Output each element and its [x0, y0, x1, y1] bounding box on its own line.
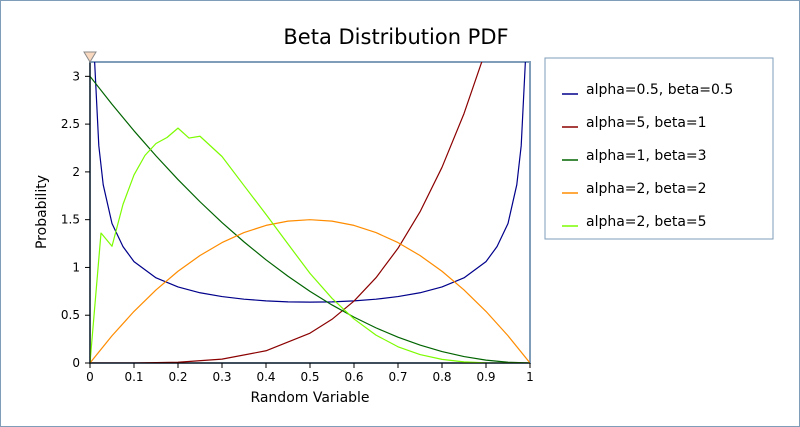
series-line-5	[90, 127, 530, 363]
x-axis-ticks: 0 0.1 0.2 0.3 0.4 0.5 0.6 0.7 0.8 0.9 1	[86, 363, 534, 384]
series-group	[90, 62, 530, 363]
x-tick-label: 0.8	[432, 370, 451, 384]
y-axis-label: Probability	[34, 175, 50, 249]
x-tick-label: 0	[86, 370, 94, 384]
legend-label: alpha=5, beta=1	[586, 115, 707, 131]
series-line-3	[90, 75, 530, 363]
y-tick-label: 3	[72, 69, 80, 83]
x-axis-label: Random Variable	[250, 390, 369, 406]
series-line-2	[90, 62, 483, 363]
zoom-handle-icon[interactable]	[83, 51, 97, 63]
x-tick-label: 0.9	[476, 370, 495, 384]
y-axis-ticks: 0 0.5 1 1.5 2 2.5 3	[61, 69, 90, 370]
y-tick-label: 2.5	[61, 117, 80, 131]
y-tick-label: 1	[72, 260, 80, 274]
x-tick-label: 0.3	[212, 370, 231, 384]
legend-label: alpha=2, beta=5	[586, 214, 707, 230]
x-tick-label: 0.7	[388, 370, 407, 384]
y-tick-label: 0	[72, 356, 80, 370]
legend-label: alpha=0.5, beta=0.5	[586, 82, 733, 98]
y-tick-label: 1.5	[61, 213, 80, 227]
plot-area	[89, 61, 531, 364]
chart-title: Beta Distribution PDF	[283, 25, 508, 49]
legend-label: alpha=2, beta=2	[586, 181, 707, 197]
x-tick-label: 0.2	[168, 370, 187, 384]
legend-box	[544, 57, 774, 240]
x-tick-label: 0.6	[344, 370, 363, 384]
x-tick-label: 1	[526, 370, 534, 384]
y-tick-label: 0.5	[61, 308, 80, 322]
series-line-1	[94, 62, 526, 303]
x-tick-label: 0.4	[256, 370, 275, 384]
legend: alpha=0.5, beta=0.5 alpha=5, beta=1 alpha=…	[562, 82, 733, 230]
legend-label: alpha=1, beta=3	[586, 148, 707, 164]
x-tick-label: 0.1	[124, 370, 143, 384]
x-tick-label: 0.5	[300, 370, 319, 384]
y-tick-label: 2	[72, 165, 80, 179]
series-line-4	[90, 219, 530, 363]
